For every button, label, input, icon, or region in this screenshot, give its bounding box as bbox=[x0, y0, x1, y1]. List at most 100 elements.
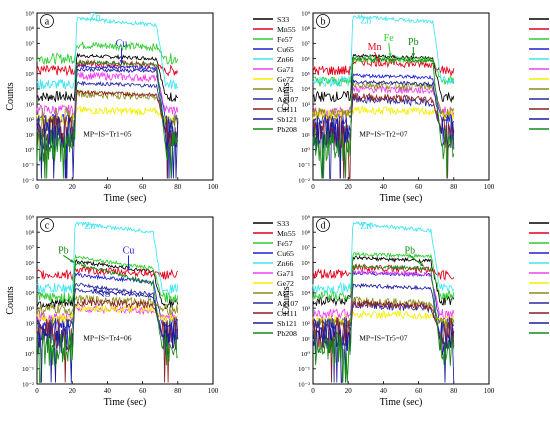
x-tick-label: 0 bbox=[311, 387, 315, 395]
annotation-arrowhead bbox=[388, 53, 392, 58]
y-axis-title: Counts bbox=[5, 82, 16, 110]
y-tick-label: 10⁶ bbox=[25, 260, 34, 267]
series-line-s33 bbox=[36, 52, 179, 103]
annotation-arrowhead bbox=[376, 58, 380, 63]
annotation-label: Zn bbox=[360, 221, 371, 232]
x-tick-label: 100 bbox=[484, 183, 495, 191]
y-tick-label: 10⁻² bbox=[22, 177, 34, 184]
series-line-fe57 bbox=[312, 251, 455, 302]
annotation-arrowhead bbox=[93, 288, 98, 292]
x-axis-title: Time (sec) bbox=[380, 193, 423, 204]
y-tick-label: 10⁻² bbox=[298, 381, 310, 388]
legend-label: Sb121 bbox=[277, 319, 297, 328]
series-line-ga71 bbox=[312, 84, 455, 118]
x-tick-label: 60 bbox=[415, 183, 423, 191]
series-line-zn66 bbox=[312, 14, 455, 87]
panel-letter: c bbox=[45, 221, 50, 232]
x-tick-label: 20 bbox=[345, 387, 353, 395]
legend-label: Zn66 bbox=[277, 259, 294, 268]
series-line-mn55 bbox=[312, 263, 455, 281]
annotation-label: Zn bbox=[84, 221, 95, 232]
y-tick-label: 10² bbox=[26, 321, 35, 328]
x-tick-label: 80 bbox=[450, 183, 458, 191]
y-tick-label: 10⁸ bbox=[25, 25, 35, 32]
x-tick-label: 60 bbox=[139, 387, 147, 395]
x-axis-title: Time (sec) bbox=[380, 397, 423, 408]
y-tick-label: 10³ bbox=[26, 305, 35, 312]
y-tick-label: 10⁵ bbox=[25, 275, 34, 282]
y-tick-label: 10⁴ bbox=[301, 86, 311, 93]
y-tick-label: 10⁶ bbox=[301, 56, 310, 63]
legend-label: Fe57 bbox=[277, 35, 293, 44]
series-line-pb208 bbox=[312, 56, 455, 179]
y-tick-label: 10⁹ bbox=[301, 214, 311, 221]
x-tick-label: 40 bbox=[104, 183, 112, 191]
y-tick-label: 10⁻² bbox=[298, 177, 310, 184]
x-tick-label: 20 bbox=[345, 183, 353, 191]
legend-label: Pb208 bbox=[277, 329, 297, 338]
y-tick-label: 10⁴ bbox=[25, 290, 35, 297]
panel-letter-circle bbox=[316, 14, 330, 28]
legend-label: Ga71 bbox=[277, 269, 294, 278]
y-tick-label: 10⁷ bbox=[301, 245, 310, 252]
y-tick-label: 10⁸ bbox=[301, 229, 311, 236]
x-tick-label: 20 bbox=[69, 183, 77, 191]
x-tick-label: 80 bbox=[450, 387, 458, 395]
panel-a: 10⁻² 10⁻¹ 10⁰ 10¹ 10² 10³ 10⁴ 10⁵ 10⁶ 10⁷ 10⁸ 10⁹ 0 2… bbox=[5, 10, 298, 204]
annotation-label: Ag bbox=[98, 286, 110, 297]
series-line-s33 bbox=[312, 53, 455, 104]
y-tick-label: 10⁸ bbox=[25, 229, 35, 236]
y-tick-label: 10⁵ bbox=[25, 71, 34, 78]
x-tick-label: 0 bbox=[35, 183, 39, 191]
x-tick-label: 0 bbox=[311, 183, 315, 191]
legend-label: Ag107 bbox=[277, 299, 298, 308]
series-line-sb121 bbox=[312, 282, 455, 383]
annotation-label: Cu bbox=[123, 245, 135, 256]
series-line-fe57 bbox=[36, 253, 179, 304]
legend-label: Mn55 bbox=[277, 25, 296, 34]
x-axis-title: Time (sec) bbox=[104, 397, 147, 408]
series-line-ga71 bbox=[312, 268, 455, 321]
annotation-arrowhead bbox=[70, 259, 74, 263]
panel-letter-circle bbox=[316, 218, 330, 232]
y-tick-label: 10² bbox=[302, 321, 311, 328]
y-tick-label: 10³ bbox=[26, 101, 35, 108]
x-tick-label: 100 bbox=[484, 387, 495, 395]
legend-label: Ge72 bbox=[277, 279, 294, 288]
series-line-sb121 bbox=[312, 78, 455, 179]
legend-label: As75 bbox=[277, 85, 294, 94]
y-tick-label: 10⁷ bbox=[25, 41, 34, 48]
y-tick-label: 10⁹ bbox=[25, 214, 35, 221]
series-line-s33 bbox=[36, 259, 179, 310]
series-line-cu65 bbox=[312, 72, 455, 125]
panel-c: 10⁻² 10⁻¹ 10⁰ 10¹ 10² 10³ 10⁴ 10⁵ 10⁶ 10⁷ 10⁸ 10⁹ 0 2… bbox=[5, 214, 298, 408]
legend-label: Cu65 bbox=[277, 249, 294, 258]
series-line-cd111 bbox=[312, 299, 455, 383]
y-axis-title: Counts bbox=[281, 286, 292, 314]
series-line-fe57 bbox=[36, 41, 179, 66]
y-tick-label: 10⁻¹ bbox=[22, 162, 34, 169]
panel-letter: a bbox=[45, 17, 50, 28]
annotation-label: Cu bbox=[116, 38, 128, 49]
series-line-ge72 bbox=[36, 105, 179, 126]
x-tick-label: 40 bbox=[104, 387, 112, 395]
series-line-zn66 bbox=[312, 221, 455, 295]
legend-label: As75 bbox=[277, 289, 294, 298]
legend-label: Mn55 bbox=[277, 229, 296, 238]
y-tick-label: 10⁹ bbox=[25, 10, 35, 17]
annotation-label: Mn bbox=[368, 42, 382, 53]
panel-b: 10⁻² 10⁻¹ 10⁰ 10¹ 10² 10³ 10⁴ 10⁵ 10⁶ 10⁷ 10⁸ 10⁹ 0 2… bbox=[281, 10, 549, 204]
series-line-ge72 bbox=[36, 303, 179, 325]
x-tick-label: 40 bbox=[380, 183, 388, 191]
y-tick-label: 10¹ bbox=[302, 336, 311, 343]
y-tick-label: 10⁰ bbox=[301, 351, 311, 358]
series-line-ga71 bbox=[36, 71, 179, 117]
legend-label: S33 bbox=[277, 15, 289, 24]
panel-letter-circle bbox=[40, 218, 54, 232]
series-line-s33 bbox=[312, 255, 455, 307]
legend-label: Ga71 bbox=[277, 65, 294, 74]
y-tick-label: 10⁷ bbox=[301, 41, 310, 48]
x-tick-label: 0 bbox=[35, 387, 39, 395]
legend-label: Cu65 bbox=[277, 45, 294, 54]
y-tick-label: 10³ bbox=[302, 101, 311, 108]
